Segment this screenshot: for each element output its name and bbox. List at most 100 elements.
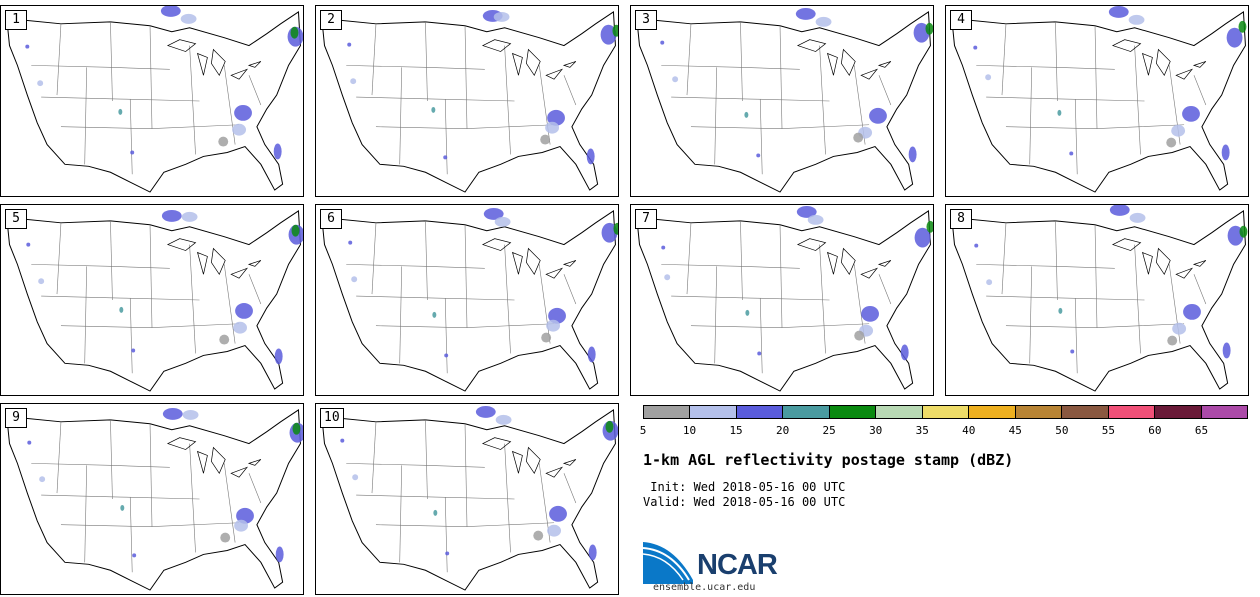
reflectivity-echo — [925, 22, 933, 35]
member-number: 7 — [635, 209, 657, 229]
state-border — [538, 264, 551, 344]
member-map-panel: 7 — [630, 204, 934, 396]
state-border — [223, 463, 236, 543]
member-number: 3 — [635, 10, 657, 30]
colorbar-tick-label: 60 — [1148, 424, 1162, 437]
lake-outline — [481, 39, 512, 52]
lake-outline — [877, 61, 892, 68]
reflectivity-echo — [182, 409, 199, 420]
lake-outline — [247, 260, 262, 267]
reflectivity-echo — [744, 111, 749, 118]
lake-outline — [481, 437, 512, 450]
reflectivity-echo — [601, 222, 618, 243]
colorbar-cell — [1108, 406, 1156, 418]
us-map — [321, 207, 618, 392]
state-border — [714, 67, 717, 165]
init-time: Init: Wed 2018-05-16 00 UTC — [643, 480, 846, 494]
state-border — [56, 222, 62, 295]
lake-outline — [1111, 238, 1142, 251]
reflectivity-echo — [548, 307, 566, 324]
reflectivity-echo — [130, 150, 135, 155]
plot-title: 1-km AGL reflectivity postage stamp (dBZ… — [643, 451, 1014, 469]
reflectivity-echo — [547, 109, 565, 126]
state-border — [1001, 222, 1007, 295]
reflectivity-echo — [181, 211, 198, 222]
member-number: 1 — [5, 10, 27, 30]
reflectivity-echo — [27, 440, 32, 445]
member-map-panel: 3 — [630, 5, 934, 197]
state-border — [819, 244, 826, 354]
member-number: 10 — [320, 408, 344, 428]
colorbar-cell — [1155, 406, 1202, 418]
state-border — [819, 45, 826, 155]
state-border — [60, 323, 240, 329]
state-border — [31, 65, 170, 70]
state-border — [189, 244, 196, 354]
state-border — [1005, 323, 1185, 329]
reflectivity-echo — [445, 551, 450, 556]
colorbar-tick-label: 15 — [729, 424, 743, 437]
lake-outline — [827, 52, 838, 76]
reflectivity-echo — [234, 519, 248, 532]
lake-outline — [562, 260, 577, 267]
reflectivity-echo — [1128, 14, 1145, 25]
reflectivity-echo — [475, 405, 496, 418]
state-border — [356, 295, 515, 301]
colorbar-cell — [690, 406, 737, 418]
us-map — [321, 405, 618, 591]
member-number: 9 — [5, 408, 27, 428]
state-border — [504, 443, 511, 553]
lake-outline — [1192, 61, 1207, 68]
state-border — [375, 522, 555, 528]
state-border — [110, 21, 113, 102]
reflectivity-echo — [756, 153, 761, 158]
coastline — [321, 11, 616, 193]
reflectivity-echo — [234, 104, 252, 121]
colorbar-tick-label: 25 — [822, 424, 836, 437]
state-border — [661, 264, 800, 269]
state-border — [1029, 266, 1032, 364]
reflectivity-echo — [745, 309, 750, 316]
reflectivity-echo — [431, 106, 436, 113]
colorbar-tick-label: 20 — [775, 424, 790, 437]
state-border — [740, 220, 743, 301]
reflectivity-echo — [1108, 6, 1129, 18]
lake-outline — [526, 48, 541, 76]
state-border — [189, 45, 196, 155]
coastline — [951, 11, 1246, 193]
state-border — [60, 522, 240, 528]
state-border — [714, 266, 717, 364]
lake-outline — [211, 48, 226, 76]
reflectivity-echo — [853, 132, 864, 143]
member-number: 8 — [950, 209, 972, 229]
reflectivity-echo — [160, 6, 181, 17]
state-border — [986, 295, 1145, 301]
reflectivity-echo — [1226, 27, 1243, 48]
reflectivity-echo — [38, 278, 45, 285]
reflectivity-echo — [1167, 335, 1178, 346]
lake-outline — [247, 61, 262, 68]
lake-outline — [230, 466, 249, 478]
state-border — [686, 23, 692, 96]
reflectivity-echo — [1171, 124, 1186, 137]
state-border — [371, 222, 377, 295]
lake-outline — [230, 68, 249, 80]
reflectivity-echo — [1069, 151, 1074, 156]
reflectivity-echo — [985, 74, 992, 81]
reflectivity-echo — [219, 334, 230, 345]
reflectivity-echo — [348, 240, 353, 245]
state-border — [84, 266, 87, 364]
reflectivity-echo — [900, 344, 909, 361]
lake-outline — [197, 450, 208, 474]
state-border — [986, 96, 1145, 102]
state-border — [504, 45, 511, 155]
state-border — [346, 264, 485, 269]
state-border — [110, 419, 113, 500]
us-map — [636, 7, 933, 193]
lake-outline — [841, 48, 856, 76]
member-map-panel: 10 — [315, 403, 619, 595]
state-border — [976, 264, 1115, 269]
coastline — [636, 210, 931, 392]
lake-outline — [545, 68, 564, 80]
state-border — [444, 497, 448, 573]
